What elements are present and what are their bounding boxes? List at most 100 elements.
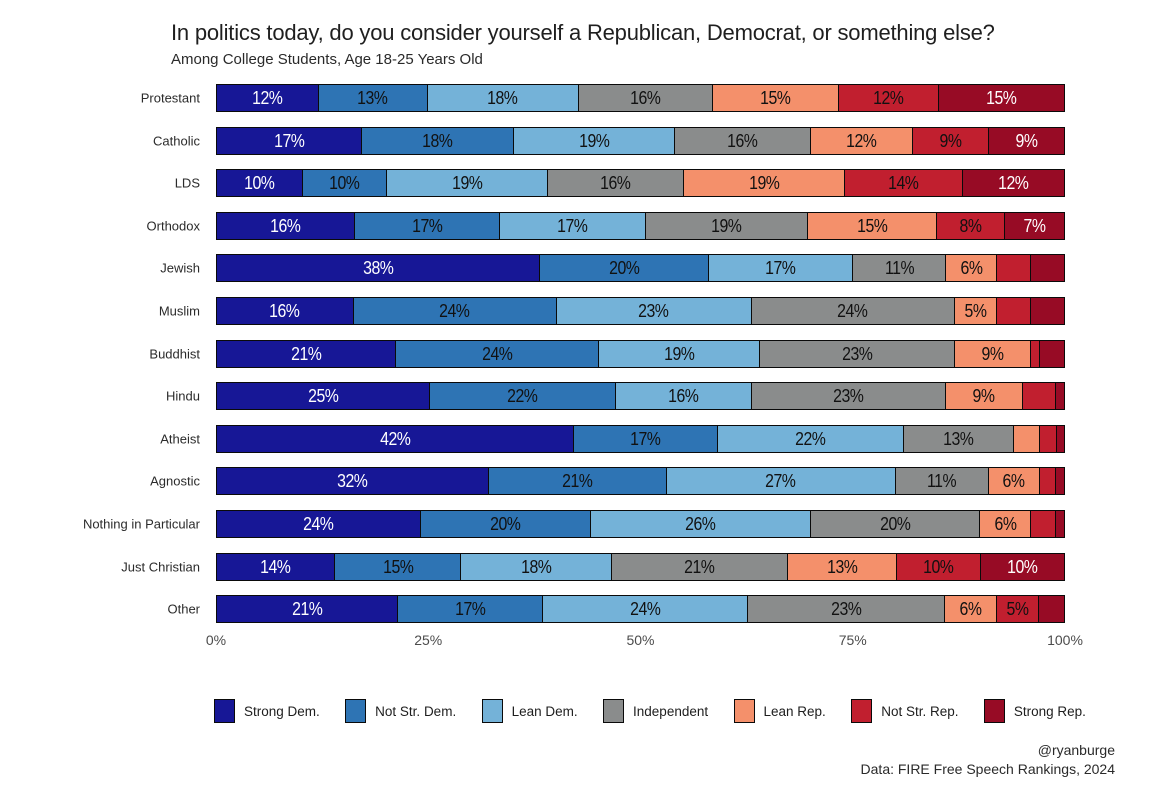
bar-segment: 23% bbox=[750, 383, 946, 410]
credits: @ryanburge Data: FIRE Free Speech Rankin… bbox=[861, 741, 1115, 779]
segment-value-label: 9% bbox=[981, 343, 1004, 364]
bar-segment: 13% bbox=[787, 553, 897, 580]
bar-segment: 5% bbox=[995, 596, 1039, 623]
bar-segment: 18% bbox=[360, 127, 514, 154]
segment-value-label: 9% bbox=[972, 386, 995, 407]
bar-segment: 20% bbox=[538, 255, 709, 282]
bar-segment: 20% bbox=[420, 510, 590, 537]
segment-value-label: 16% bbox=[270, 215, 301, 236]
bar-segment: 19% bbox=[682, 170, 844, 197]
segment-value-label: 20% bbox=[490, 513, 521, 534]
bar-segment: 38% bbox=[217, 255, 539, 282]
segment-value-label: 23% bbox=[833, 386, 864, 407]
stacked-bar: 25% 22% 16% 23% 9% bbox=[216, 382, 1065, 411]
category-label: Jewish bbox=[160, 260, 200, 276]
bar-segment: 16% bbox=[577, 85, 712, 111]
segment-value-label: 20% bbox=[879, 513, 911, 534]
legend-label: Not Str. Rep. bbox=[881, 703, 959, 719]
legend-label: Strong Dem. bbox=[244, 703, 320, 719]
legend-swatch bbox=[851, 699, 873, 723]
stacked-bar: 32% 21% 27% 11% 6% bbox=[216, 467, 1065, 496]
category-label: Muslim bbox=[158, 303, 200, 319]
segment-value-label: 16% bbox=[727, 130, 758, 151]
bar-segment: 11% bbox=[852, 255, 946, 282]
segment-value-label: 7% bbox=[1023, 215, 1046, 236]
category-label: Atheist bbox=[160, 431, 200, 447]
legend-item: Not Str. Rep. bbox=[851, 699, 959, 723]
bar-segment: 6% bbox=[944, 596, 996, 623]
segment-value-label: 25% bbox=[307, 386, 339, 407]
segment-value-label: 18% bbox=[487, 88, 518, 108]
bar-segment: 19% bbox=[598, 340, 760, 367]
segment-value-label: 21% bbox=[291, 599, 323, 620]
segment-value-label: 6% bbox=[1002, 471, 1025, 492]
segment-value-label: 19% bbox=[452, 173, 483, 194]
segment-value-label: 8% bbox=[959, 215, 982, 236]
bar-segment: 9% bbox=[953, 340, 1031, 367]
segment-value-label: 24% bbox=[303, 513, 334, 534]
segment-value-label: 6% bbox=[994, 513, 1017, 534]
segment-value-label: 24% bbox=[481, 343, 513, 364]
segment-value-label: 11% bbox=[884, 258, 915, 279]
segment-value-label: 10% bbox=[244, 173, 275, 194]
chart-row: Catholic 17% 18% 19% 16% 12% 9% 9% bbox=[153, 126, 1065, 155]
bar-segment bbox=[996, 255, 1031, 282]
legend-item: Strong Rep. bbox=[983, 699, 1086, 723]
chart-row: Atheist 42% 17% 22% 13% bbox=[160, 424, 1065, 453]
chart-title: In politics today, do you consider yours… bbox=[171, 20, 995, 45]
bar-segment: 42% bbox=[217, 425, 573, 452]
bar-segment: 21% bbox=[611, 553, 788, 580]
segment-value-label: 11% bbox=[927, 471, 957, 492]
segment-value-label: 21% bbox=[290, 343, 322, 364]
stacked-bar: 21% 24% 19% 23% 9% bbox=[216, 339, 1065, 368]
chart-row: Agnostic 32% 21% 27% 11% 6% bbox=[150, 467, 1065, 496]
bar-segment: 17% bbox=[499, 212, 645, 239]
segment-value-label: 5% bbox=[964, 300, 987, 321]
bar-segment: 22% bbox=[428, 383, 616, 410]
category-label: LDS bbox=[174, 175, 200, 191]
category-label: Nothing in Particular bbox=[82, 516, 200, 532]
legend-item: Lean Dem. bbox=[481, 699, 578, 723]
bar-segment: 12% bbox=[809, 127, 912, 154]
bar-segment: 19% bbox=[513, 127, 675, 154]
x-axis-tick: 0% bbox=[205, 632, 227, 648]
segment-value-label: 17% bbox=[411, 215, 443, 236]
legend-item: Strong Dem. bbox=[214, 699, 320, 723]
legend-item: Independent bbox=[603, 699, 708, 723]
legend-swatch bbox=[733, 699, 755, 723]
bar-segment: 27% bbox=[665, 468, 895, 495]
segment-value-label: 17% bbox=[557, 215, 588, 236]
segment-value-label: 17% bbox=[630, 428, 661, 449]
category-label: Catholic bbox=[153, 133, 200, 149]
legend: Strong Dem. Not Str. Dem. Lean Dem. Indepen… bbox=[214, 699, 1086, 723]
segment-value-label: 16% bbox=[600, 173, 631, 194]
x-axis-tick: 75% bbox=[838, 632, 867, 648]
segment-value-label: 14% bbox=[260, 556, 291, 577]
segment-value-label: 21% bbox=[684, 556, 715, 577]
segment-value-label: 9% bbox=[939, 130, 962, 151]
bar-segment bbox=[1030, 340, 1039, 367]
bar-segment bbox=[1030, 297, 1064, 324]
chart-row: Orthodox 16% 17% 17% 19% 15% 8% 7% bbox=[147, 211, 1065, 240]
segment-value-label: 13% bbox=[357, 88, 388, 108]
bar-segment bbox=[1055, 425, 1064, 452]
segment-value-label: 13% bbox=[827, 556, 858, 577]
bar-segment: 10% bbox=[301, 170, 387, 197]
stacked-bar: 14% 15% 18% 21% 13% 10% 10% bbox=[216, 552, 1065, 581]
segment-value-label: 24% bbox=[439, 300, 470, 321]
bar-segment: 17% bbox=[572, 425, 717, 452]
segment-value-label: 17% bbox=[454, 599, 486, 620]
stacked-bar: 24% 20% 26% 20% 6% bbox=[216, 509, 1065, 538]
chart-row: Hindu 25% 22% 16% 23% 9% bbox=[166, 382, 1065, 411]
segment-value-label: 10% bbox=[329, 173, 360, 194]
segment-value-label: 24% bbox=[630, 599, 661, 620]
chart-row: Jewish 38% 20% 17% 11% 6% bbox=[160, 254, 1065, 283]
segment-value-label: 12% bbox=[845, 130, 877, 151]
category-label: Protestant bbox=[140, 90, 200, 106]
bar-segment: 19% bbox=[644, 212, 808, 239]
legend-swatch bbox=[481, 699, 503, 723]
segment-value-label: 15% bbox=[759, 88, 791, 108]
bar-segment bbox=[1038, 468, 1056, 495]
bar-segment: 23% bbox=[555, 297, 751, 324]
x-axis: 0% 25% 50% 75% 100% bbox=[206, 632, 1083, 650]
